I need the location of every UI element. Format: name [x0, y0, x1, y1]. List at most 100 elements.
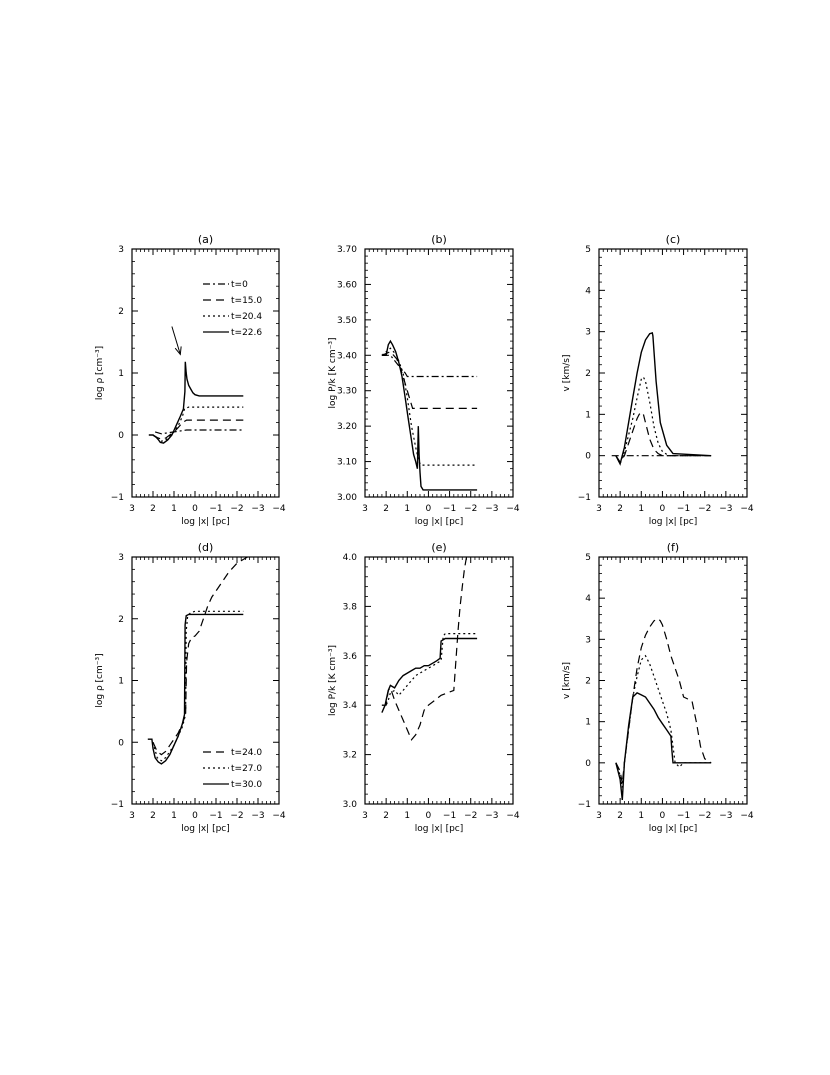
annotation-arrowhead	[174, 346, 182, 356]
y-tick-label: 5	[585, 553, 591, 563]
legend-label: t=22.6	[231, 328, 262, 338]
x-tick-label: −2	[698, 504, 711, 514]
y-tick-label: −1	[111, 493, 124, 503]
y-tick-label: 3.10	[337, 458, 357, 468]
x-tick-label: 0	[192, 811, 198, 821]
y-tick-label: 3	[118, 245, 124, 255]
panel-title: (d)	[198, 541, 214, 554]
chart-panel-6: (f) 3 2 1 0 −1 −2 −3 −4 −1 0 1 2 3 4 5 log |x| [pc] v [km…	[562, 541, 754, 834]
y-tick-label: 3.4	[343, 701, 358, 711]
y-tick-label: 3.2	[343, 751, 357, 761]
plot-frame	[364, 556, 514, 805]
legend: t=24.0 t=27.0 t=30.0	[203, 748, 262, 790]
x-tick-label: −1	[209, 811, 222, 821]
x-tick-label: 2	[617, 504, 623, 514]
x-tick-label: 1	[171, 504, 177, 514]
x-tick-label: 1	[638, 811, 644, 821]
y-tick-label: 0	[118, 738, 124, 748]
series-line-t-20-4	[152, 406, 244, 442]
x-tick-label: 2	[383, 504, 389, 514]
plot-frame	[364, 248, 514, 498]
plot-frame	[598, 556, 748, 805]
y-tick-label: 3	[585, 328, 591, 338]
y-tick-label: −1	[111, 800, 124, 810]
x-tick-label: −1	[443, 811, 456, 821]
y-tick-label: 3.6	[343, 652, 358, 662]
panel-title: (a)	[198, 233, 213, 246]
legend-label: t=15.0	[231, 296, 262, 306]
y-tick-label: −1	[578, 800, 591, 810]
y-tick-label: 2	[118, 307, 124, 317]
x-tick-label: 0	[426, 811, 432, 821]
y-tick-label: 3.40	[337, 351, 357, 361]
x-tick-label: −2	[698, 811, 711, 821]
y-axis-label: log P/k [K cm⁻³]	[328, 645, 338, 716]
chart-panel-1: (a) 3 2 1 0 −1 −2 −3 −4 −1 0 1 2 3 log |x| [pc] log ρ […	[95, 233, 286, 527]
x-tick-label: 2	[150, 811, 156, 821]
x-axis-label: log |x| [pc]	[181, 517, 230, 527]
x-tick-label: 1	[404, 811, 410, 821]
chart-panel-5: (e) 3 2 1 0 −1 −2 −3 −4 3.0 3.2 3.4 3.6 3.8 4.0 log |x|…	[328, 541, 520, 834]
legend-label: t=20.4	[231, 312, 262, 322]
y-tick-label: 3	[118, 553, 124, 563]
series-line-t-30-0	[615, 692, 712, 800]
y-tick-label: 5	[585, 245, 591, 255]
x-tick-label: 0	[660, 504, 666, 514]
y-tick-label: 1	[118, 369, 124, 379]
y-tick-label: 2	[585, 677, 591, 687]
y-tick-label: 3.70	[337, 245, 357, 255]
y-tick-label: 4	[585, 594, 591, 604]
x-tick-label: 3	[362, 811, 368, 821]
y-tick-label: 3.00	[337, 493, 357, 503]
x-axis-label: log |x| [pc]	[649, 517, 698, 527]
series-line-t-30-0	[147, 613, 244, 765]
x-tick-label: 0	[192, 504, 198, 514]
series-line-t-15-0	[615, 411, 712, 463]
panel-title: (c)	[666, 233, 681, 246]
panel-title: (b)	[431, 233, 447, 246]
series-line-t-20-4	[615, 376, 712, 466]
y-axis-label: v [km/s]	[562, 355, 572, 392]
x-tick-label: 3	[596, 504, 602, 514]
x-tick-label: 1	[404, 504, 410, 514]
x-axis-label: log |x| [pc]	[181, 824, 230, 834]
x-tick-label: 2	[383, 811, 389, 821]
x-tick-label: −4	[506, 811, 520, 821]
x-tick-label: −1	[677, 504, 690, 514]
x-tick-label: −2	[464, 504, 477, 514]
x-tick-label: 2	[617, 811, 623, 821]
x-tick-label: −1	[677, 811, 690, 821]
x-tick-label: −3	[719, 811, 732, 821]
series-line-t-20-4	[381, 347, 478, 466]
annotation-arrow	[171, 326, 181, 355]
y-tick-label: 2	[585, 369, 591, 379]
series-line-t-15-0	[381, 350, 478, 409]
chart-panel-3: (c) 3 2 1 0 −1 −2 −3 −4 −1 0 1 2 3 4 5 log |x| [pc] v [km…	[562, 233, 754, 527]
x-tick-label: 2	[150, 504, 156, 514]
x-tick-label: −2	[464, 811, 477, 821]
legend-label: t=24.0	[231, 748, 262, 758]
legend-label: t=27.0	[231, 764, 262, 774]
x-tick-label: 0	[660, 811, 666, 821]
y-axis-label: log ρ [cm⁻³]	[95, 346, 105, 400]
series-line-t-0	[154, 429, 244, 435]
x-tick-label: −3	[719, 504, 732, 514]
x-tick-label: −1	[443, 504, 456, 514]
x-tick-label: 1	[638, 504, 644, 514]
y-axis-label: v [km/s]	[562, 662, 572, 699]
x-tick-label: −2	[230, 811, 243, 821]
x-tick-label: −4	[740, 504, 754, 514]
x-tick-label: −3	[251, 811, 264, 821]
legend-label: t=0	[231, 280, 248, 290]
x-axis-label: log |x| [pc]	[649, 824, 698, 834]
series-line-t-22-6	[148, 361, 244, 444]
series-line-t-30-0	[381, 637, 478, 713]
series-line-t-22-6	[381, 339, 478, 491]
y-tick-label: 4.0	[343, 553, 358, 563]
plot-frame	[131, 248, 280, 498]
series-line-t-24-0	[152, 557, 248, 756]
y-tick-label: 3.60	[337, 280, 357, 290]
y-axis-label: log ρ [cm⁻³]	[95, 653, 105, 707]
y-tick-label: 1	[585, 718, 591, 728]
panel-title: (e)	[431, 541, 446, 554]
